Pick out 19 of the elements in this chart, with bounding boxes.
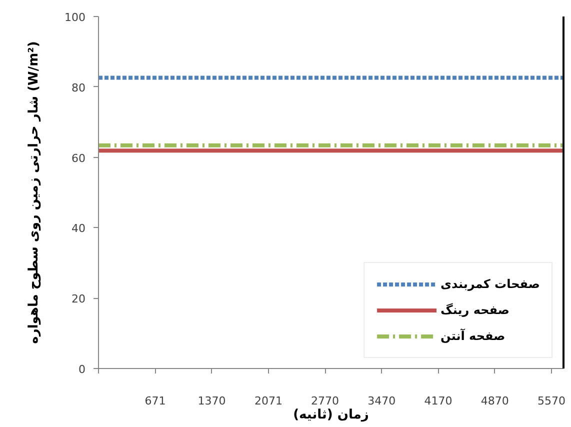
- legend-label: صفحه رینگ: [440, 303, 510, 317]
- x-axis-title: زمان (ثانیه): [293, 408, 369, 422]
- x-tick-label: 2071: [254, 394, 282, 408]
- y-tick-label: 60: [72, 152, 86, 165]
- y-tick-label: 0: [78, 363, 86, 376]
- y-axis-title: شار حرارتی زمین روی سطوح ماهواره (W/m²): [26, 41, 42, 344]
- x-tick-label: 3470: [368, 394, 396, 408]
- legend-label: صفحات کمربندی: [440, 277, 540, 291]
- x-tick-label: 2770: [311, 394, 340, 408]
- y-tick-label: 100: [64, 11, 86, 24]
- y-tick-label: 40: [72, 222, 86, 236]
- y-tick-label: 80: [72, 81, 86, 94]
- x-tick-label: 671: [144, 394, 166, 408]
- x-tick-label: 5570: [538, 394, 566, 408]
- y-tick-label: 20: [72, 292, 86, 306]
- x-tick-label: 4870: [480, 394, 509, 408]
- legend-label: صفحه آنتن: [440, 329, 506, 343]
- x-tick-label: 4170: [424, 394, 452, 408]
- x-tick-label: 1370: [198, 394, 226, 408]
